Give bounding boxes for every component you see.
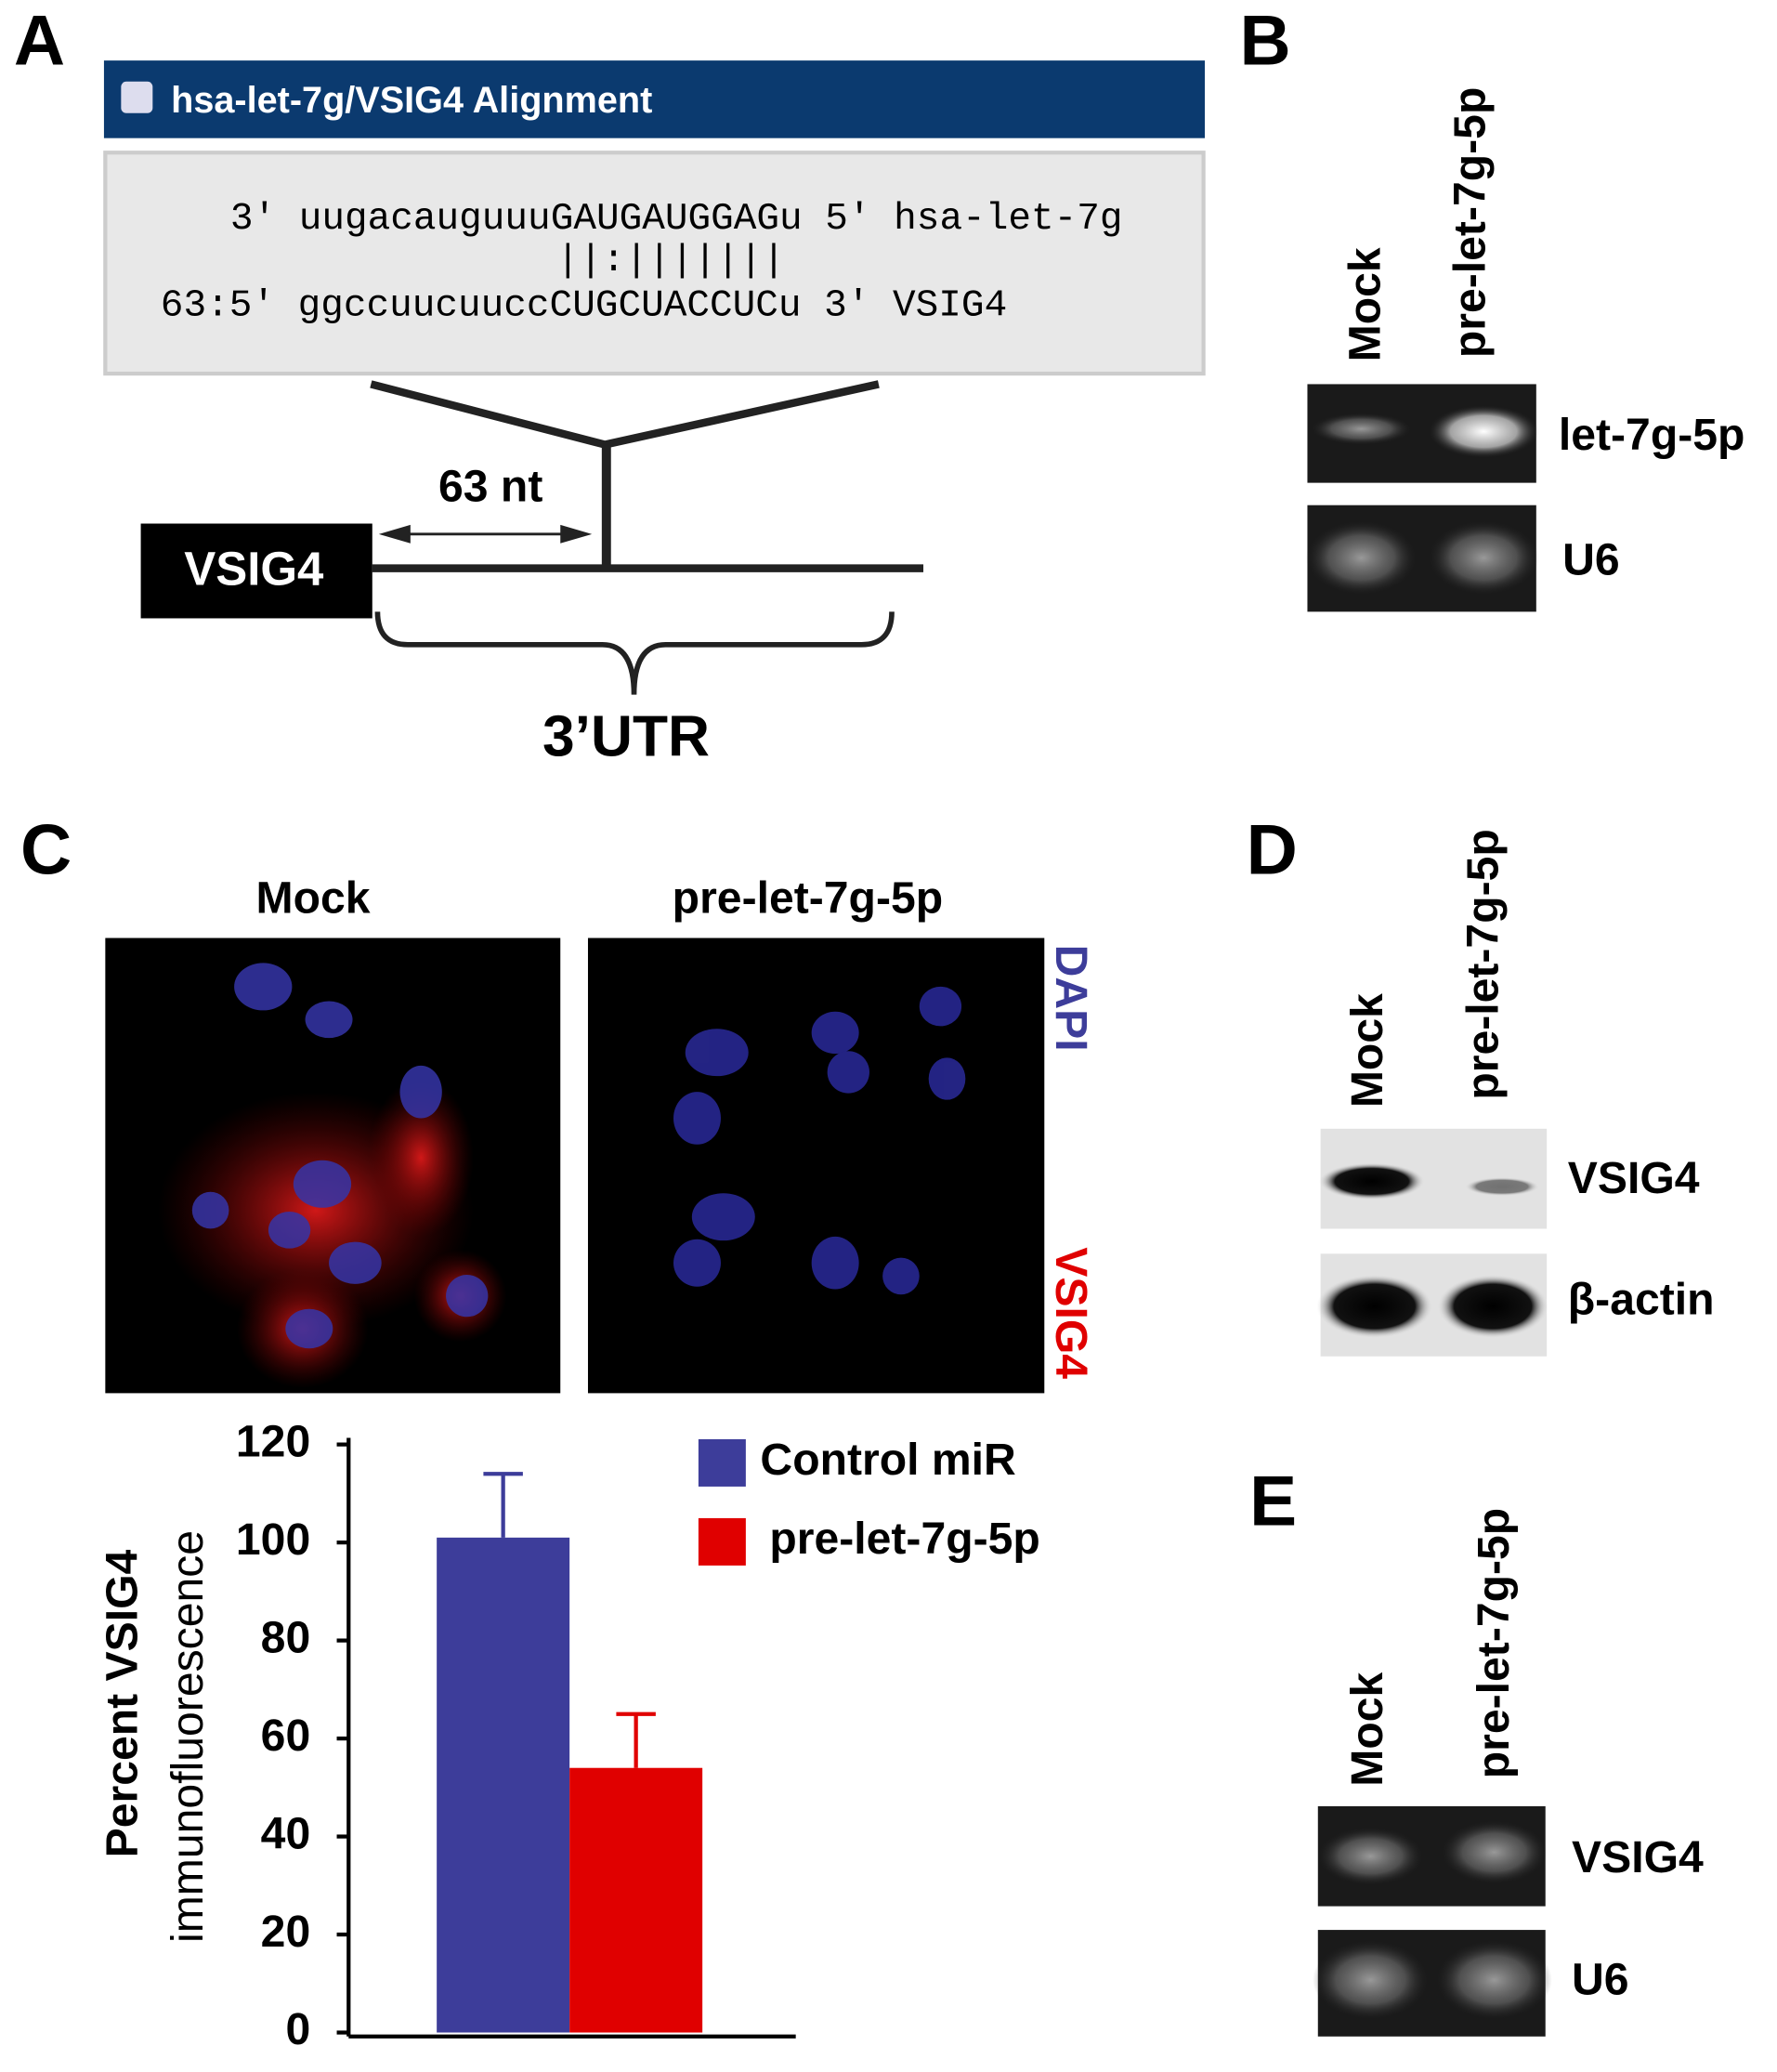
lane-label: Mock <box>1339 247 1390 361</box>
band <box>1437 1274 1548 1338</box>
alignment-header <box>103 60 1206 138</box>
image-label: pre-let-7g-5p <box>673 873 943 924</box>
y-tick-label: 60 <box>261 1711 311 1761</box>
band-label: VSIG4 <box>1572 1832 1704 1882</box>
lane-label: pre-let-7g-5p <box>1469 1508 1519 1778</box>
band <box>1465 1177 1539 1197</box>
diagram <box>370 380 924 695</box>
y-tick-label: 120 <box>236 1416 310 1466</box>
y-tick-label: 80 <box>261 1612 311 1662</box>
arrowhead <box>560 524 593 544</box>
error-bar <box>616 1711 656 1768</box>
band <box>1306 520 1417 595</box>
band <box>1428 520 1539 595</box>
gene-label: VSIG4 <box>184 542 324 595</box>
band <box>1428 405 1539 458</box>
bar-chart: Percent VSIG4 immunofluorescence 0 20 40 60… <box>97 1416 1040 2054</box>
stain-label: VSIG4 <box>1046 1247 1096 1379</box>
bar <box>437 1537 570 2033</box>
band-label: U6 <box>1572 1954 1629 2004</box>
band-label: VSIG4 <box>1568 1153 1700 1203</box>
alignment-line: ||:||||||| <box>556 240 785 282</box>
band <box>1436 1940 1552 2020</box>
micrograph <box>587 938 1045 1394</box>
band-label: β-actin <box>1568 1274 1715 1324</box>
legend-swatch <box>698 1517 746 1566</box>
band <box>1316 1274 1432 1338</box>
arrowhead <box>378 524 411 544</box>
lane-label: pre-let-7g-5p <box>1458 829 1509 1099</box>
panel-label: E <box>1249 1462 1297 1541</box>
lane-label: Mock <box>1342 993 1392 1108</box>
panel-label: D <box>1247 811 1298 890</box>
band-label: let-7g-5p <box>1559 410 1745 460</box>
y-tick-label: 0 <box>285 2004 310 2054</box>
alignment-title: hsa-let-7g/VSIG4 Alignment <box>171 80 652 121</box>
micrograph <box>105 938 561 1394</box>
distance-label: 63 nt <box>438 461 542 511</box>
region-label: 3’UTR <box>542 705 710 769</box>
alignment-box <box>103 151 1206 376</box>
lane-label: pre-let-7g-5p <box>1445 87 1496 358</box>
panel-label: B <box>1240 2 1291 81</box>
legend-label: Control miR <box>760 1435 1015 1485</box>
alignment-line: 3' uugacauguuuGAUGAUGGAGu 5' hsa-let-7g <box>230 198 1123 241</box>
legend-swatch <box>698 1438 746 1487</box>
bar <box>569 1767 703 2033</box>
y-tick-label: 20 <box>261 1907 311 1957</box>
panel-label: A <box>14 2 65 81</box>
y-axis-label: immunofluorescence <box>163 1530 213 1943</box>
icon <box>121 81 153 113</box>
alignment-line: 63:5' ggccuucuuccCUGCUACCUCu 3' VSIG4 <box>161 284 1007 327</box>
image-label: Mock <box>256 873 371 924</box>
legend-label: pre-let-7g-5p <box>769 1514 1039 1564</box>
lane-label: Mock <box>1342 1672 1392 1787</box>
panel-label: C <box>20 811 72 890</box>
band <box>1317 1827 1424 1885</box>
band-label: U6 <box>1562 535 1620 585</box>
y-tick-label: 100 <box>236 1515 310 1565</box>
gene-box <box>140 523 372 619</box>
band <box>1313 1940 1429 2020</box>
y-axis-label: Percent VSIG4 <box>97 1549 147 1857</box>
y-tick-label: 40 <box>261 1808 311 1858</box>
band <box>1319 1162 1425 1200</box>
error-bar <box>483 1472 523 1538</box>
band <box>1311 413 1412 445</box>
stain-label: DAPI <box>1046 945 1096 1052</box>
band <box>1441 1820 1548 1884</box>
